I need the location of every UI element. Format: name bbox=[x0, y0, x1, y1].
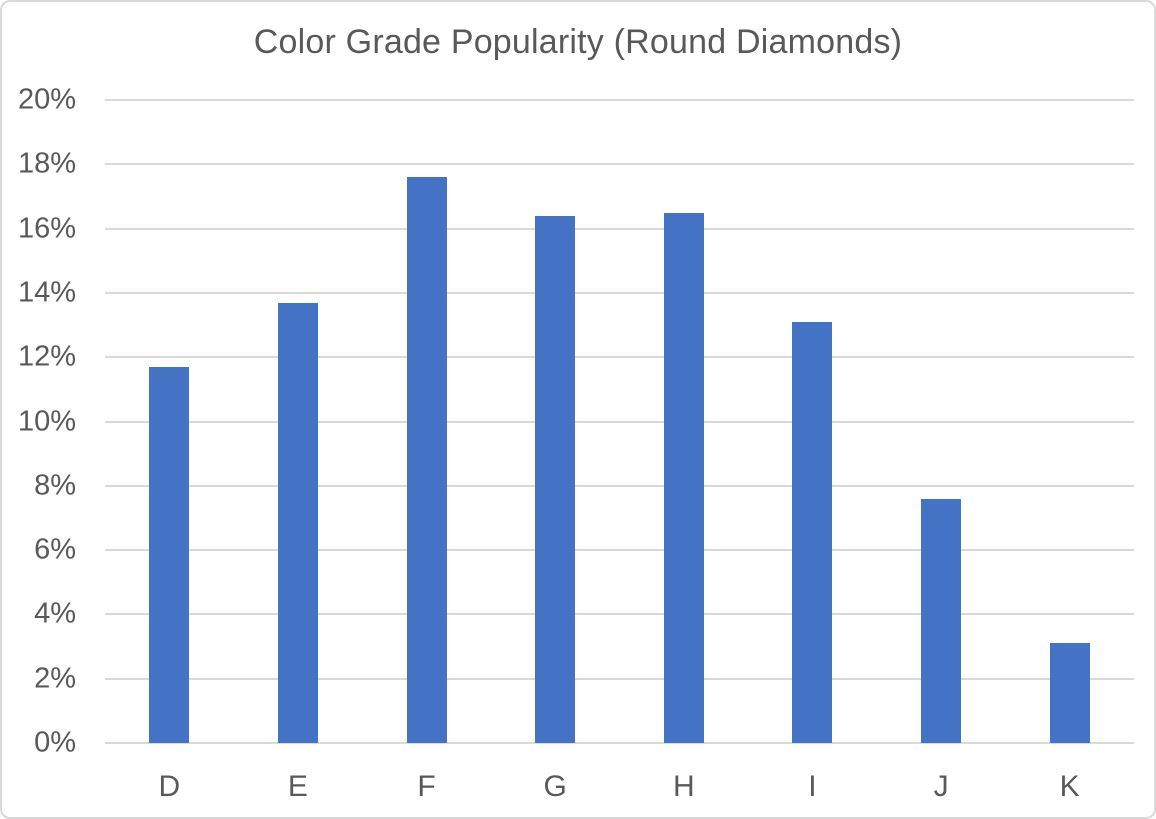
gridline-8% bbox=[105, 484, 1134, 487]
gridline-2% bbox=[105, 677, 1134, 680]
bar-K bbox=[1049, 643, 1090, 743]
gridline-4% bbox=[105, 613, 1134, 616]
x-tick-label-K: K bbox=[1059, 770, 1080, 803]
y-tick-label-2%: 2% bbox=[34, 662, 76, 695]
x-tick-label-G: G bbox=[543, 770, 567, 803]
x-axis: D E F G H I J K bbox=[105, 770, 1134, 810]
bar-I bbox=[792, 321, 833, 743]
x-tick-label-E: E bbox=[287, 770, 308, 803]
y-tick-label-20%: 20% bbox=[17, 83, 76, 116]
y-tick-label-16%: 16% bbox=[17, 212, 76, 245]
y-tick-label-6%: 6% bbox=[34, 533, 76, 566]
gridline-10% bbox=[105, 420, 1134, 423]
bar-G bbox=[535, 215, 576, 743]
bar-E bbox=[277, 302, 318, 743]
y-tick-label-18%: 18% bbox=[17, 147, 76, 180]
gridline-14% bbox=[105, 291, 1134, 294]
bar-D bbox=[149, 366, 190, 743]
gridline-20% bbox=[105, 99, 1134, 101]
x-tick-label-D: D bbox=[158, 770, 181, 803]
y-tick-label-12%: 12% bbox=[17, 340, 76, 373]
bar-J bbox=[921, 498, 962, 743]
bar-H bbox=[663, 212, 704, 743]
gridline-6% bbox=[105, 549, 1134, 552]
gridline-16% bbox=[105, 227, 1134, 230]
y-axis: 0% 2% 4% 6% 8% 10% 12% 14% 16% 18% 20% bbox=[2, 84, 88, 759]
y-tick-label-14%: 14% bbox=[17, 276, 76, 309]
y-tick-label-4%: 4% bbox=[34, 597, 76, 630]
x-tick-label-J: J bbox=[933, 770, 949, 803]
gridline-12% bbox=[105, 356, 1134, 359]
plot-area bbox=[105, 99, 1134, 744]
chart-title: Color Grade Popularity (Round Diamonds) bbox=[253, 23, 903, 61]
gridline-18% bbox=[105, 163, 1134, 166]
gridline-0% bbox=[105, 742, 1134, 744]
y-tick-label-0%: 0% bbox=[34, 726, 76, 759]
y-tick-label-10%: 10% bbox=[17, 405, 76, 437]
x-tick-label-I: I bbox=[808, 770, 817, 803]
y-tick-label-8%: 8% bbox=[34, 469, 76, 502]
bar-F bbox=[406, 177, 447, 743]
x-tick-label-H: H bbox=[672, 770, 695, 803]
x-tick-label-F: F bbox=[417, 770, 436, 803]
